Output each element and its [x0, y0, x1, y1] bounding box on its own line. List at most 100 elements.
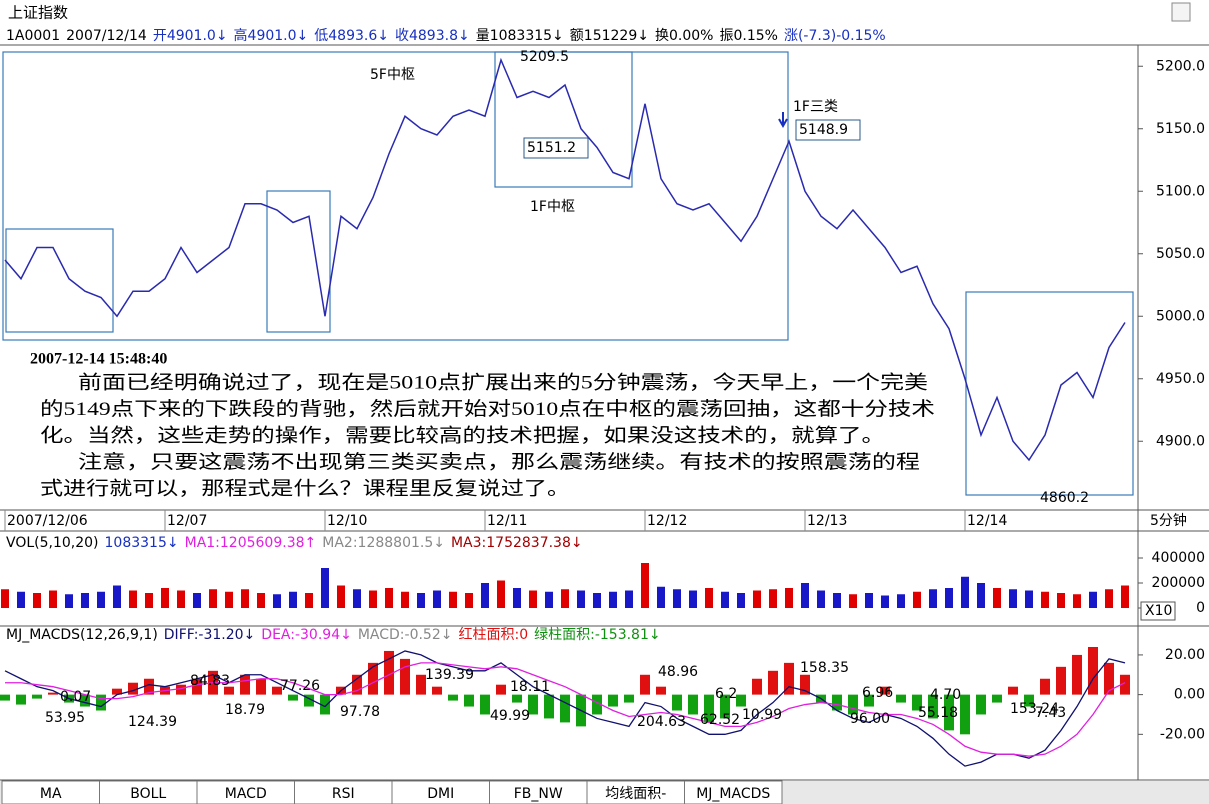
- macd-bar: [16, 694, 26, 705]
- macd-bar: [0, 694, 10, 701]
- tab-label: FB_NW: [514, 786, 563, 802]
- macd-bar: [464, 694, 474, 707]
- macd-header: MJ_MACDS(12,26,9,1) DIFF:-31.20↓ DEA:-30.9…: [6, 627, 661, 643]
- unit-label: X10: [1145, 603, 1172, 619]
- macd-annotation: 4.70: [930, 687, 961, 703]
- x-tick-label: 2007/12/06: [7, 513, 88, 529]
- header-item: 1083315↓: [105, 535, 179, 551]
- macd-bar: [768, 670, 778, 695]
- macd-bar: [192, 678, 202, 695]
- zone-box: [965, 291, 1134, 496]
- info-item: 开4901.0↓: [153, 28, 228, 44]
- volume-bar: [1121, 585, 1129, 608]
- macd-bar: [352, 674, 362, 695]
- note-title: 2007-12-14 15:48:40: [30, 351, 167, 368]
- note-line: 式进行就可以，那程式是什么？课程里反复说过了。: [40, 477, 570, 499]
- macd-bar: [672, 694, 682, 711]
- macd-bar: [272, 686, 282, 695]
- macd-bar: [912, 694, 922, 711]
- y-tick-label: 5050.0: [1156, 246, 1205, 262]
- volume-bar: [673, 589, 681, 608]
- macd-bar: [976, 694, 986, 715]
- volume-bar: [897, 594, 905, 608]
- x-tick-label: 12/10: [327, 513, 367, 529]
- x-tick-label: 12/14: [967, 513, 1007, 529]
- macd-bar: [1024, 694, 1034, 707]
- macd-bar: [896, 694, 906, 703]
- macd-bar: [80, 694, 90, 707]
- zone-box: [266, 190, 331, 333]
- macd-bar: [960, 694, 970, 735]
- volume-bar: [49, 590, 57, 608]
- macd-bar: [1088, 646, 1098, 695]
- macd-bar: [752, 678, 762, 695]
- info-item: 量1083315↓: [476, 28, 564, 44]
- volume-bar: [97, 591, 105, 608]
- tab-label: RSI: [332, 786, 355, 802]
- window-button[interactable]: [1171, 2, 1191, 22]
- y-tick-label: 4950.0: [1156, 371, 1205, 387]
- volume-bar: [353, 589, 361, 608]
- volume-bar: [497, 580, 505, 608]
- macd-bar: [496, 684, 506, 695]
- volume-bar: [625, 590, 633, 608]
- macd-annotation: 49.99: [490, 708, 530, 724]
- macd-bar: [176, 684, 186, 695]
- macd-bar: [1040, 678, 1050, 695]
- volume-bar: [929, 589, 937, 608]
- volume-bar: [417, 593, 425, 608]
- tab[interactable]: [684, 780, 783, 804]
- x-tick-label: 12/07: [167, 513, 207, 529]
- volume-bar: [113, 585, 121, 608]
- header-item: MA3:1752837.38↓: [451, 535, 583, 551]
- macd-annotation: 139.39: [425, 667, 474, 683]
- y-tick-label: 5100.0: [1156, 183, 1205, 199]
- volume-bar: [657, 586, 665, 608]
- y-tick-label: 0: [1196, 600, 1205, 616]
- header-item: 绿柱面积:-153.81↓: [534, 627, 661, 643]
- macd-bar: [864, 694, 874, 707]
- macd-bar: [400, 658, 410, 695]
- macd-annotation: 6.96: [862, 685, 893, 701]
- volume-bar: [945, 588, 953, 608]
- tab-label: 均线面积-: [605, 786, 666, 802]
- price-line: [4, 57, 1126, 462]
- macd-bar: [1008, 686, 1018, 695]
- tab-label: MJ_MACDS: [696, 786, 770, 802]
- volume-bar: [1, 589, 9, 608]
- macd-bar: [640, 674, 650, 695]
- macd-bar: [144, 678, 154, 695]
- macd-bar: [880, 686, 890, 695]
- header-item: DIFF:-31.20↓: [164, 627, 256, 643]
- macd-bar: [256, 678, 266, 695]
- macd-bar: [1072, 654, 1082, 695]
- x-tick-label: 12/12: [647, 513, 687, 529]
- volume-bar: [721, 591, 729, 608]
- volume-bar: [865, 593, 873, 608]
- volume-bar: [145, 593, 153, 608]
- volume-bar: [961, 576, 969, 608]
- info-item: 收4893.8↓: [395, 28, 470, 44]
- macd-bar: [784, 662, 794, 695]
- macd-bar: [832, 694, 842, 711]
- macd-bar: [384, 650, 394, 695]
- macd-bar: [1056, 666, 1066, 695]
- volume-bar: [465, 593, 473, 608]
- value-box: [523, 137, 589, 159]
- macd-annotation: 97.78: [340, 704, 380, 720]
- volume-bar: [449, 591, 457, 608]
- y-tick-label: 0.00: [1174, 687, 1205, 703]
- annotation: 1F三类: [793, 99, 838, 115]
- volume-bar: [913, 591, 921, 608]
- unit-box: [1140, 601, 1176, 621]
- volume-bar: [977, 583, 985, 608]
- volume-bar: [273, 594, 281, 608]
- volume-bar: [161, 588, 169, 608]
- macd-annotation: 204.63: [637, 714, 686, 730]
- macd-bar: [928, 694, 938, 719]
- volume-bar: [577, 590, 585, 608]
- y-tick-label: 4900.0: [1156, 433, 1205, 449]
- header-item: MACD:-0.52↓: [358, 627, 453, 643]
- macd-bar: [432, 686, 442, 695]
- y-tick-label: 20.00: [1165, 647, 1205, 663]
